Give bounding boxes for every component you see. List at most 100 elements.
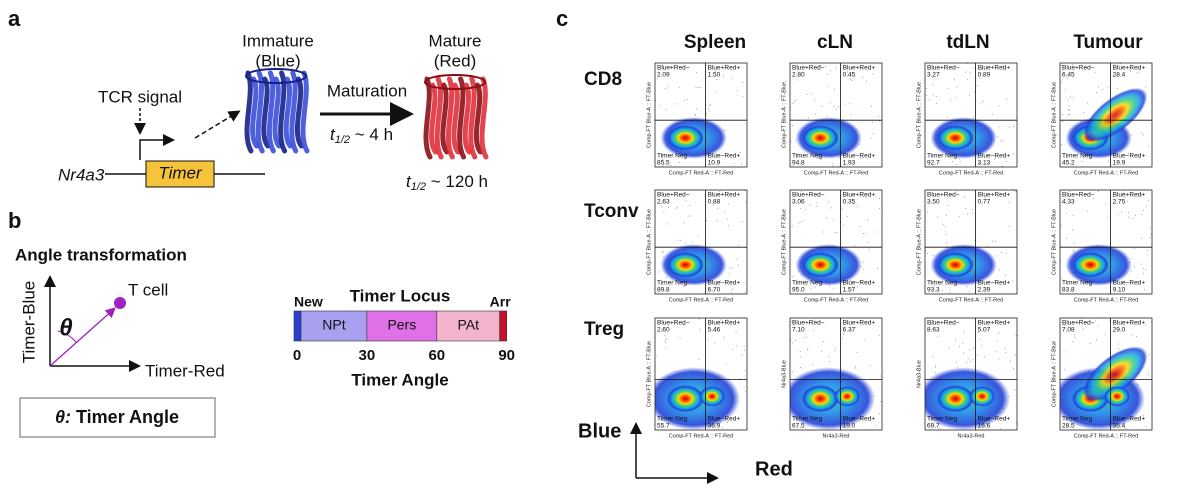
event [976, 354, 978, 356]
event [991, 113, 993, 115]
quadrant-value: 89.8 [657, 287, 670, 294]
event [830, 207, 832, 209]
event [828, 356, 830, 358]
row-header: Treg [584, 319, 624, 340]
event [665, 338, 667, 340]
event [708, 325, 710, 327]
angle-arc [57, 330, 77, 343]
event [851, 80, 853, 82]
event [933, 280, 935, 282]
event [992, 240, 994, 242]
event [862, 233, 864, 235]
event [813, 329, 815, 331]
event [1104, 333, 1106, 335]
event [1068, 113, 1070, 115]
event [799, 351, 801, 353]
plot-frame [924, 62, 1018, 168]
event [1145, 426, 1147, 428]
event [956, 164, 958, 166]
event [829, 101, 831, 103]
event [666, 223, 668, 225]
event [821, 351, 823, 353]
beta-strand [457, 76, 467, 160]
event [1004, 275, 1006, 277]
event [826, 85, 828, 87]
event [663, 250, 665, 252]
event [878, 198, 880, 200]
quadrant-value: 28.4 [1113, 72, 1126, 79]
event [1002, 65, 1004, 67]
x-axis-label: Comp-FT Red-A :: FT-Red [1074, 433, 1138, 439]
event [1005, 252, 1007, 254]
event [1072, 341, 1074, 343]
event [661, 329, 663, 331]
event [878, 413, 880, 415]
event [1089, 343, 1091, 345]
quadrant-name: Blue−Red+ [978, 416, 1011, 423]
event [797, 79, 799, 81]
x-axis-label: Comp-FT Red-A :: FT-Red [1074, 297, 1138, 303]
event [1098, 190, 1100, 192]
event [1069, 196, 1071, 198]
event [813, 319, 815, 321]
event [853, 203, 855, 205]
quadrant-name: Blue−Red+ [1113, 153, 1146, 160]
event [950, 194, 952, 196]
mature-duration: ~ 120 h [426, 172, 488, 191]
event [962, 331, 964, 333]
event [1109, 320, 1111, 322]
event [879, 207, 881, 209]
event [716, 220, 718, 222]
event [679, 240, 681, 242]
event [695, 115, 697, 117]
quadrant-value: 19.9 [1113, 160, 1126, 167]
quadrant-value: 6.70 [708, 287, 721, 294]
event [722, 426, 724, 428]
event [935, 366, 937, 368]
event [706, 113, 708, 115]
plot-frame [789, 62, 883, 168]
density-core [801, 125, 839, 151]
event [666, 337, 668, 339]
event [947, 204, 949, 206]
half-life-sub: 1/2 [335, 134, 350, 146]
event [738, 244, 740, 246]
barrel-rim [245, 68, 307, 84]
event [997, 136, 999, 138]
event [1148, 145, 1150, 147]
quadrant-name: Blue+Red+ [708, 65, 741, 72]
half-life-sub: 1/2 [411, 181, 426, 193]
event [862, 261, 864, 263]
event [1006, 161, 1008, 163]
event [1141, 132, 1143, 134]
event [977, 332, 979, 334]
event [932, 77, 934, 79]
column-header: Spleen [684, 32, 746, 53]
event [942, 223, 944, 225]
event [1061, 81, 1063, 83]
quadrant-name: Timer Neg [927, 153, 957, 160]
event [715, 285, 717, 287]
event [728, 272, 730, 274]
locus-segment [436, 310, 500, 342]
quadrant-name: Blue+Red+ [978, 65, 1011, 72]
density-core [666, 125, 704, 151]
event [807, 117, 809, 119]
tick-label: 60 [428, 347, 445, 364]
event [983, 287, 985, 289]
y-axis-label: Nr4a3-Blue [916, 360, 922, 388]
beta-strand [283, 76, 293, 149]
event [1143, 414, 1145, 416]
cell-point [114, 297, 126, 309]
event [667, 85, 669, 87]
density [655, 318, 747, 430]
y-axis-label: Comp-FT Blue-A :: FT-Blue [646, 209, 652, 275]
signal-label: TCR signal [98, 87, 182, 106]
event [1108, 160, 1110, 162]
event [1130, 258, 1132, 260]
quadrant-name: Blue+Red− [657, 65, 690, 72]
event [1074, 334, 1076, 336]
quadrant-name: Blue−Red+ [1113, 280, 1146, 287]
event [1129, 71, 1131, 73]
